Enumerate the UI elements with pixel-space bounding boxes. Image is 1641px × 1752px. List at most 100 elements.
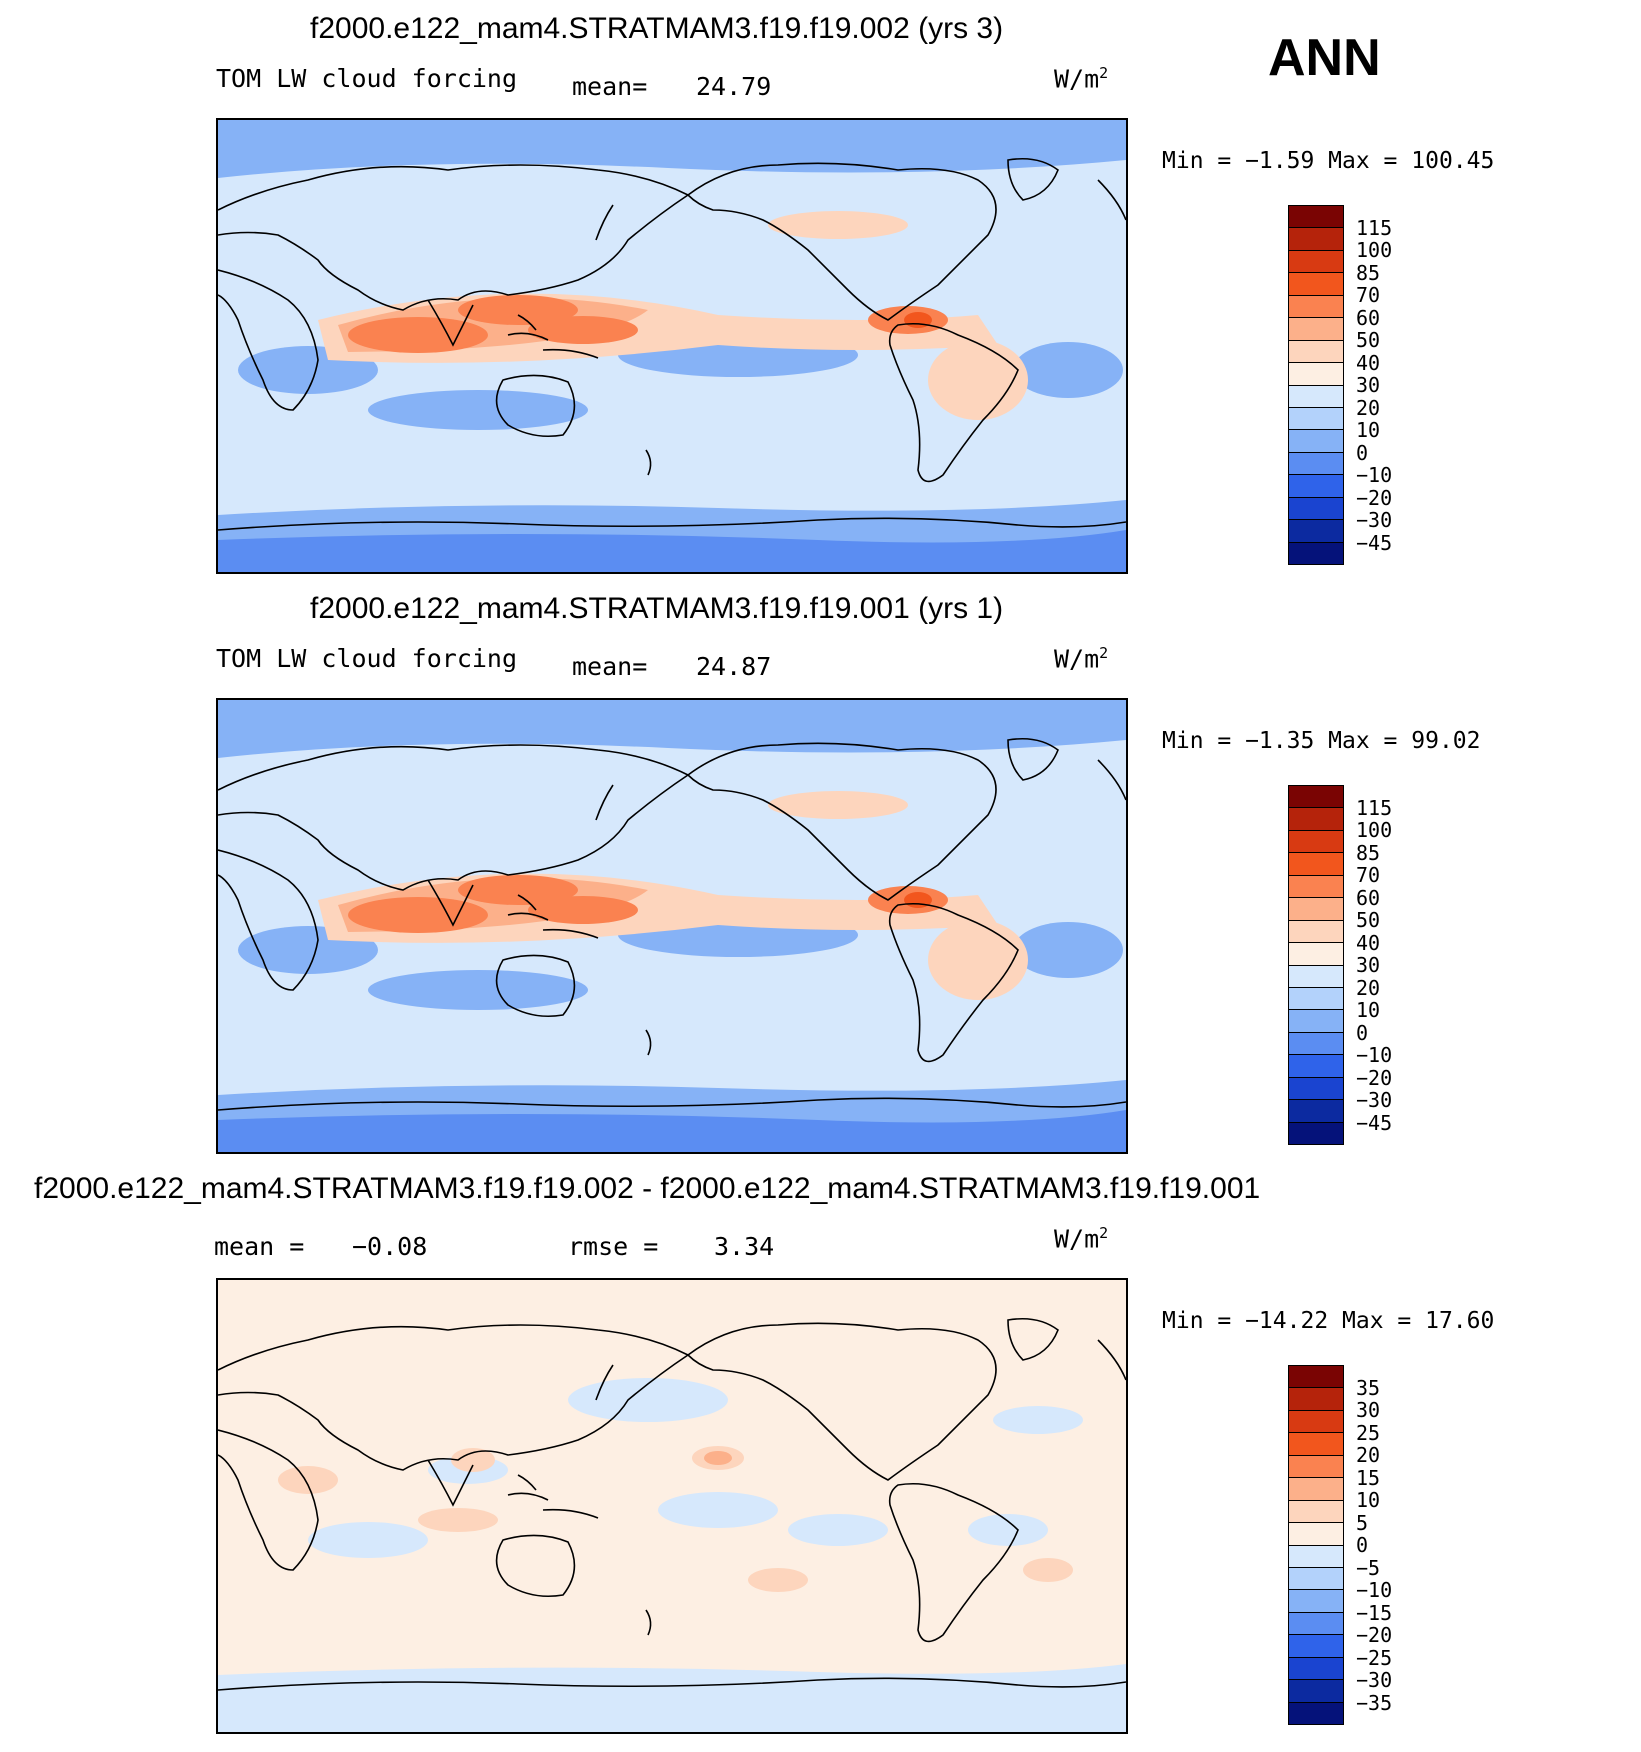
field-dry-zone [1013, 922, 1123, 978]
field-positive-anomaly [418, 1508, 498, 1532]
colorbar-swatch [1289, 1657, 1343, 1681]
colorbar-swatch [1289, 1523, 1343, 1546]
colorbar-tick-label: 20 [1356, 395, 1381, 420]
colorbar-tick-label: 15 [1356, 1465, 1381, 1490]
coastline [507, 912, 549, 921]
rmse-label: rmse = [568, 1232, 659, 1261]
colorbar-swatch [1289, 1635, 1343, 1658]
colorbar-tick-label: 70 [1356, 283, 1381, 307]
map-canvas [218, 700, 1126, 1152]
colorbar-tick-label: 0 [1356, 440, 1369, 465]
coastline [687, 1322, 997, 1481]
coastline [218, 1429, 319, 1571]
coastline [1097, 1339, 1126, 1381]
colorbar-tick-label: −10 [1356, 1043, 1393, 1067]
colorbar-swatch [1289, 1433, 1343, 1456]
colorbar-tick-label: 60 [1356, 885, 1381, 910]
coastline [218, 849, 319, 991]
colorbar-swatch [1289, 853, 1343, 876]
mean-label: mean= [572, 652, 648, 681]
field-positive-anomaly [748, 1568, 808, 1592]
coastline [218, 744, 690, 891]
colorbar-swatch [1289, 1010, 1343, 1033]
colorbar-tick-label: 85 [1356, 260, 1381, 285]
field-arctic [218, 120, 1126, 178]
field-negative-anomaly [968, 1514, 1048, 1546]
colorbar-tick-label: −5 [1356, 1555, 1381, 1580]
field-negative-anomaly [993, 1406, 1083, 1434]
map-plot [216, 698, 1128, 1154]
colorbar-tick-label: 40 [1356, 930, 1381, 955]
field-dry-zone [368, 390, 588, 430]
coastline [687, 162, 997, 321]
coastline [218, 269, 319, 411]
coastline [507, 332, 549, 341]
mean-value: −0.08 [352, 1232, 428, 1261]
coastline [542, 1508, 599, 1519]
map-plot [216, 1278, 1128, 1734]
colorbar-tick-label: 10 [1356, 418, 1381, 442]
mean-label: mean= [572, 72, 648, 101]
colorbar-swatch [1289, 1032, 1343, 1056]
variable-label: TOM LW cloud forcing [216, 64, 518, 93]
coastline [427, 299, 474, 347]
units-label: W/m2 [1054, 644, 1109, 674]
rmse-value: 3.34 [714, 1232, 775, 1261]
colorbar-swatch [1289, 965, 1343, 988]
colorbar-swatch [1289, 228, 1343, 251]
colorbar-swatch [1289, 1410, 1343, 1434]
colorbar-tick-label: −10 [1356, 1578, 1393, 1602]
field-negative-anomaly [568, 1378, 728, 1422]
field-negative-anomaly [308, 1522, 428, 1558]
colorbar-tick-label: −35 [1356, 1690, 1393, 1715]
colorbar-tick-label: −20 [1356, 1065, 1393, 1090]
field-dry-zone [368, 970, 588, 1010]
colorbar-tick-label: 50 [1356, 908, 1381, 932]
colorbar-tick-label: −25 [1356, 1645, 1393, 1670]
colorbar-tick-label: 10 [1356, 1488, 1381, 1512]
colorbar-swatch [1289, 318, 1343, 341]
field-positive-anomaly [451, 1448, 495, 1472]
colorbar-tick-label: −30 [1356, 508, 1393, 532]
colorbar-tick-label: 70 [1356, 863, 1381, 887]
colorbar-swatch [1289, 1055, 1343, 1078]
field-negative-anomaly [788, 1514, 888, 1546]
coastline [542, 928, 599, 939]
coastline [218, 1324, 690, 1471]
coastline [517, 894, 537, 911]
colorbar-swatch [1289, 1545, 1343, 1568]
colorbar-tick-label: −30 [1356, 1668, 1393, 1692]
mean-value: 24.79 [696, 72, 772, 101]
mean-value: 24.87 [696, 652, 772, 681]
colorbar-swatch [1289, 898, 1343, 921]
coastline [687, 742, 997, 901]
colorbar-swatch [1289, 340, 1343, 364]
field-antarctic [218, 1110, 1126, 1152]
colorbar-swatch [1289, 475, 1343, 498]
colorbar-tick-label: −45 [1356, 530, 1393, 555]
coastline [645, 1609, 652, 1636]
coastline [888, 322, 1019, 483]
coastline [1097, 179, 1126, 221]
colorbar-tick-label: −30 [1356, 1088, 1393, 1112]
colorbar-tick-label: 5 [1356, 1510, 1369, 1535]
field-negative-anomaly [658, 1492, 778, 1528]
colorbar-swatch [1289, 1500, 1343, 1524]
colorbar-swatch [1289, 920, 1343, 944]
field-pacific-storm [768, 211, 908, 239]
colorbar-swatch [1289, 1388, 1343, 1411]
colorbar-swatch [1289, 1590, 1343, 1613]
coastline [542, 348, 599, 359]
colorbar-swatch [1289, 363, 1343, 386]
colorbar-swatch [1289, 1122, 1343, 1144]
field-warm-core [458, 295, 578, 325]
coastline [218, 1677, 1126, 1691]
coastline [427, 879, 474, 927]
field-pacific-storm [768, 791, 908, 819]
colorbar-tick-label: −45 [1356, 1110, 1393, 1135]
colorbar-swatch [1289, 786, 1343, 809]
colorbar-tick-label: 115 [1356, 795, 1393, 820]
coastline [888, 902, 1019, 1063]
coastline [1007, 1317, 1059, 1361]
colorbar-swatch [1289, 1100, 1343, 1123]
